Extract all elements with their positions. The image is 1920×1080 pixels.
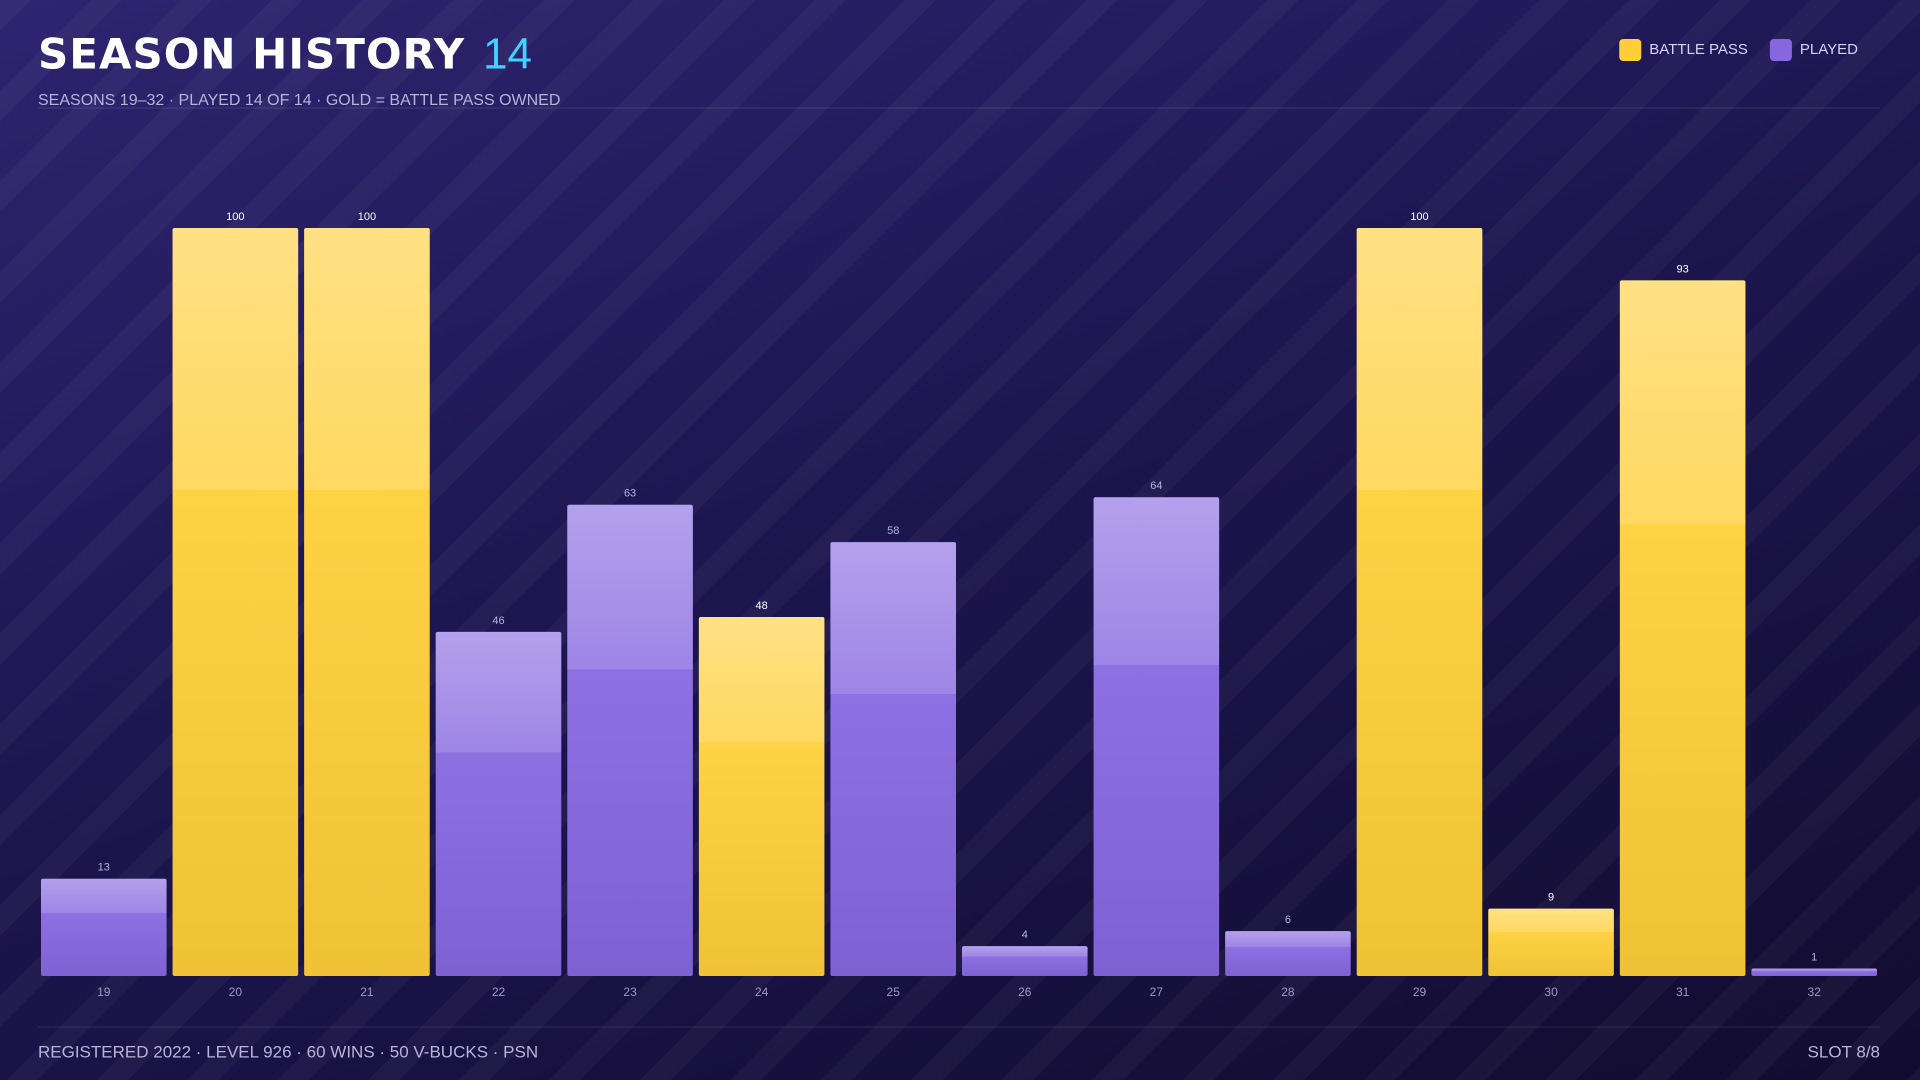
value-label: 64 (1150, 480, 1162, 492)
bar-sheen (1619, 280, 1746, 976)
bar-sheen (41, 878, 167, 976)
legend-label: PLAYED (1800, 41, 1858, 58)
value-label: 9 (1548, 892, 1554, 904)
value-label: 93 (1677, 263, 1689, 275)
bar-sheen (830, 542, 956, 976)
bar-sheen (172, 228, 299, 976)
value-label: 100 (358, 211, 376, 223)
bar-sheen (435, 631, 562, 976)
x-tick-label: 20 (229, 985, 243, 999)
value-label: 13 (98, 862, 110, 874)
value-label: 4 (1022, 929, 1028, 941)
value-label: 100 (1410, 211, 1428, 223)
value-label: 46 (492, 615, 504, 627)
bar-sheen (1488, 908, 1614, 976)
legend-swatch (1769, 39, 1792, 61)
subtitle: SEASONS 19–32 · PLAYED 14 OF 14 · GOLD =… (38, 92, 560, 109)
x-tick-label: 32 (1808, 985, 1822, 999)
bar-sheen (304, 228, 430, 976)
value-label: 1 (1811, 951, 1817, 963)
chart-title: SEASON HISTORY (38, 30, 465, 79)
bar-sheen (962, 946, 1088, 976)
footer-right: SLOT 8/8 (1808, 1042, 1880, 1061)
x-tick-label: 19 (97, 985, 111, 999)
value-label: 48 (756, 600, 768, 612)
x-tick-label: 25 (887, 985, 901, 999)
x-tick-label: 27 (1150, 985, 1164, 999)
x-tick-label: 23 (623, 985, 637, 999)
x-tick-label: 28 (1281, 985, 1295, 999)
legend-label: BATTLE PASS (1649, 41, 1748, 58)
x-tick-label: 31 (1676, 985, 1690, 999)
x-tick-label: 26 (1018, 985, 1032, 999)
legend: PLAYED BATTLE PASS (1619, 39, 1858, 61)
bar-sheen (567, 504, 693, 976)
x-tick-label: 22 (492, 985, 506, 999)
bar-sheen (1356, 228, 1483, 976)
bar-sheen (698, 616, 825, 976)
bar-sheen (1093, 497, 1220, 976)
bar-sheen (1751, 968, 1877, 976)
x-tick-label: 21 (360, 985, 374, 999)
x-tick-label: 29 (1413, 985, 1427, 999)
value-label: 6 (1285, 914, 1291, 926)
title-count: 14 (483, 30, 532, 79)
x-tick-label: 24 (755, 985, 769, 999)
value-label: 100 (226, 211, 244, 223)
bar-sheen (1225, 931, 1351, 976)
legend-swatch (1619, 39, 1642, 61)
x-tick-label: 30 (1544, 985, 1558, 999)
value-label: 63 (624, 488, 636, 500)
value-label: 58 (887, 525, 899, 537)
footer-left: REGISTERED 2022 · LEVEL 926 · 60 WINS · … (38, 1042, 538, 1061)
